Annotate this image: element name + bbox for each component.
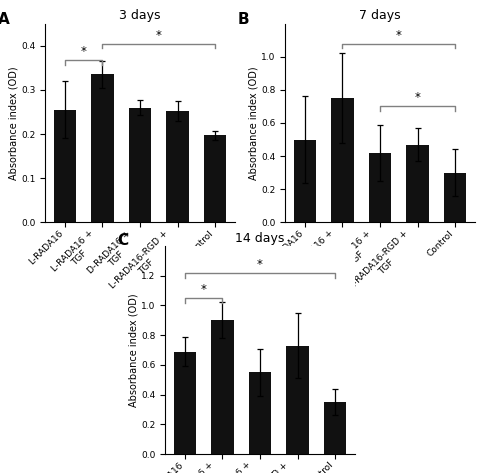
Text: *: * — [80, 45, 86, 58]
Bar — [166, 111, 189, 222]
Bar — [174, 351, 196, 454]
Text: A: A — [0, 12, 9, 27]
Text: C: C — [118, 234, 128, 248]
Text: *: * — [257, 258, 263, 271]
Bar — [91, 74, 114, 222]
Y-axis label: Absorbance index (OD): Absorbance index (OD) — [248, 66, 258, 180]
Bar — [204, 135, 227, 222]
Bar — [54, 110, 76, 222]
Bar — [368, 153, 392, 222]
Bar — [294, 140, 316, 222]
Bar — [248, 372, 272, 454]
Text: *: * — [414, 91, 420, 105]
Y-axis label: Absorbance index (OD): Absorbance index (OD) — [128, 293, 138, 407]
Bar — [128, 107, 152, 222]
Bar — [331, 98, 353, 222]
Title: 3 days: 3 days — [120, 9, 161, 23]
Bar — [444, 173, 466, 222]
Text: B: B — [238, 12, 249, 27]
Text: *: * — [396, 28, 402, 42]
Y-axis label: Absorbance index (OD): Absorbance index (OD) — [8, 66, 18, 180]
Bar — [211, 320, 234, 454]
Text: *: * — [156, 28, 162, 42]
Bar — [406, 145, 429, 222]
Bar — [286, 346, 309, 454]
Bar — [324, 402, 346, 454]
Text: *: * — [200, 283, 206, 296]
Title: 14 days: 14 days — [236, 232, 284, 245]
Title: 7 days: 7 days — [359, 9, 401, 23]
